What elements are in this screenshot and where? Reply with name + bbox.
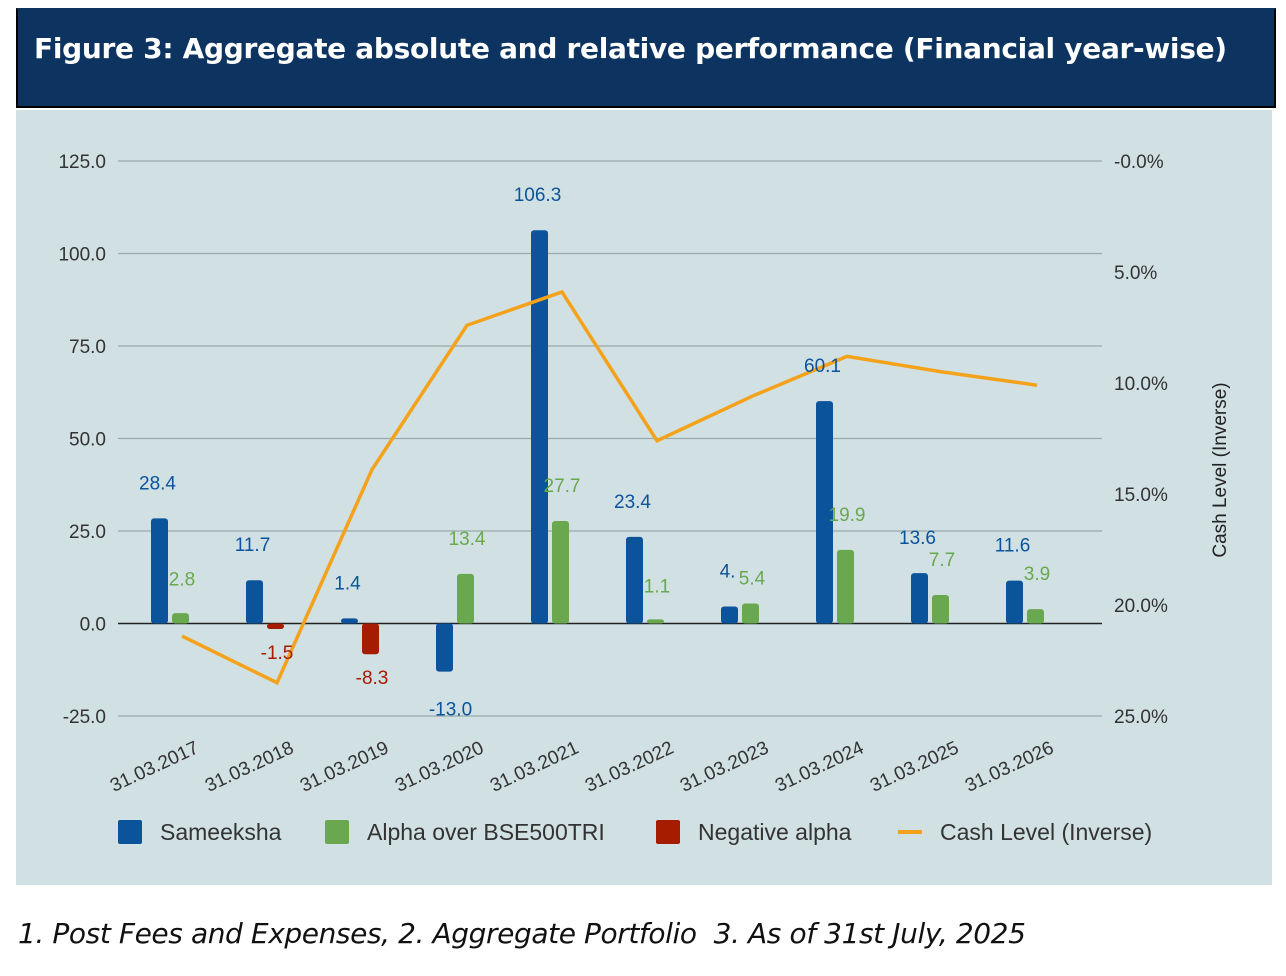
right-axis-label: Cash Level (Inverse) bbox=[1210, 382, 1231, 557]
bar-sameeksha bbox=[626, 536, 643, 624]
x-axis-category-label: 31.03.2020 bbox=[392, 737, 487, 796]
data-label-sameeksha: 13.6 bbox=[899, 528, 936, 549]
bar-alpha bbox=[457, 573, 474, 624]
left-axis-tick-label: -25.0 bbox=[63, 707, 106, 728]
x-axis-category-label: 31.03.2025 bbox=[867, 737, 962, 796]
left-axis-tick-label: 125.0 bbox=[58, 152, 106, 173]
bar-negative-alpha bbox=[362, 623, 379, 655]
x-axis-category-label: 31.03.2017 bbox=[107, 737, 202, 796]
bar-alpha bbox=[647, 619, 664, 624]
x-axis-category-label: 31.03.2018 bbox=[202, 737, 297, 796]
bar-negative-alpha bbox=[267, 623, 284, 630]
data-label-alpha: 5.4 bbox=[739, 569, 766, 590]
bar-alpha bbox=[837, 549, 854, 624]
chart-panel bbox=[16, 110, 1272, 885]
data-label-sameeksha: 1.4 bbox=[334, 573, 361, 594]
left-axis-tick-label: 100.0 bbox=[58, 245, 106, 266]
bar-alpha bbox=[552, 521, 569, 624]
data-label-sameeksha: 11.7 bbox=[235, 535, 271, 556]
bar-alpha bbox=[932, 595, 949, 624]
data-label-alpha: 13.4 bbox=[449, 529, 486, 550]
left-axis-tick-label: 25.0 bbox=[69, 522, 106, 543]
right-axis-tick-label: 5.0% bbox=[1114, 263, 1157, 284]
data-label-sameeksha: 4. bbox=[720, 561, 736, 582]
data-label-alpha: 3.9 bbox=[1024, 564, 1050, 585]
bar-alpha bbox=[742, 603, 759, 624]
left-axis-tick-label: 0.0 bbox=[80, 615, 106, 636]
bar-sameeksha bbox=[341, 618, 358, 624]
x-axis-category-label: 31.03.2026 bbox=[962, 737, 1057, 796]
data-label-sameeksha: 23.4 bbox=[614, 492, 651, 513]
data-label-alpha: 19.9 bbox=[829, 505, 866, 526]
data-label-alpha: 2.8 bbox=[169, 570, 195, 591]
legend-label: Sameeksha bbox=[160, 819, 282, 845]
right-axis-tick-label: 10.0% bbox=[1114, 374, 1168, 395]
data-label-negative-alpha: -1.5 bbox=[261, 643, 294, 664]
data-label-sameeksha: 60.1 bbox=[804, 356, 841, 377]
bar-sameeksha bbox=[436, 623, 453, 672]
data-label-alpha: 7.7 bbox=[929, 550, 955, 571]
footnote: 1. Post Fees and Expenses, 2. Aggregate … bbox=[18, 917, 1026, 950]
legend-label: Alpha over BSE500TRI bbox=[367, 819, 605, 845]
legend-label: Negative alpha bbox=[698, 819, 852, 845]
bar-sameeksha bbox=[911, 573, 928, 624]
legend-swatch bbox=[656, 820, 680, 844]
bar-sameeksha bbox=[1006, 580, 1023, 624]
right-axis-tick-label: 25.0% bbox=[1114, 707, 1168, 728]
data-label-alpha: 27.7 bbox=[544, 476, 581, 497]
x-axis-category-label: 31.03.2019 bbox=[297, 737, 392, 796]
right-axis-tick-label: -0.0% bbox=[1114, 152, 1164, 173]
x-axis-category-label: 31.03.2023 bbox=[677, 737, 772, 796]
right-axis-tick-label: 15.0% bbox=[1114, 485, 1168, 506]
x-axis-category-label: 31.03.2021 bbox=[487, 737, 582, 796]
bar-sameeksha bbox=[816, 401, 833, 624]
left-axis-tick-label: 75.0 bbox=[69, 337, 106, 358]
bar-sameeksha bbox=[151, 518, 168, 624]
figure-title: Figure 3: Aggregate absolute and relativ… bbox=[34, 32, 1227, 65]
x-axis-category-label: 31.03.2022 bbox=[582, 737, 677, 796]
data-label-alpha: 1.1 bbox=[644, 577, 670, 598]
data-label-negative-alpha: -8.3 bbox=[356, 668, 389, 689]
bar-sameeksha bbox=[721, 606, 738, 624]
legend-swatch bbox=[118, 820, 142, 844]
bar-sameeksha bbox=[531, 230, 548, 624]
data-label-sameeksha: -13.0 bbox=[429, 700, 472, 721]
left-axis-tick-label: 50.0 bbox=[69, 430, 106, 451]
data-label-sameeksha: 28.4 bbox=[139, 473, 176, 494]
bar-alpha bbox=[1027, 609, 1044, 624]
bar-alpha bbox=[172, 613, 189, 624]
cash-level-line bbox=[181, 289, 1038, 686]
x-axis-category-label: 31.03.2024 bbox=[772, 737, 867, 796]
figure-title-banner: Figure 3: Aggregate absolute and relativ… bbox=[16, 8, 1276, 108]
data-label-sameeksha: 106.3 bbox=[514, 185, 562, 206]
legend-swatch bbox=[325, 820, 349, 844]
bar-sameeksha bbox=[246, 580, 263, 624]
right-axis-tick-label: 20.0% bbox=[1114, 596, 1168, 617]
legend-label: Cash Level (Inverse) bbox=[940, 819, 1152, 845]
data-label-sameeksha: 11.6 bbox=[995, 536, 1031, 557]
